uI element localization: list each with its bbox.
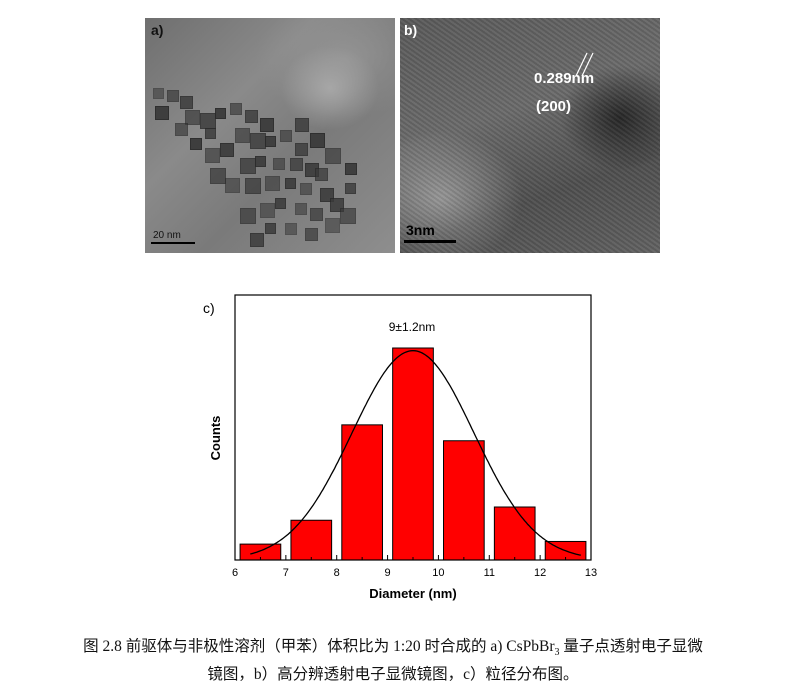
nanocube	[235, 128, 250, 143]
nanocube	[175, 123, 188, 136]
x-tick-label: 6	[232, 567, 238, 579]
tem-image-panel-a: a) 20 nm	[145, 18, 395, 253]
histogram-bar	[443, 440, 485, 561]
nanocube	[290, 158, 303, 171]
nanocube	[285, 223, 297, 235]
nanocube	[325, 148, 341, 164]
nanocube	[255, 156, 266, 167]
scale-bar-a	[151, 242, 195, 244]
nanocube	[220, 143, 234, 157]
nanocube	[295, 203, 307, 215]
gaussian-fit-curve	[250, 350, 581, 556]
nanocube	[260, 118, 274, 132]
x-tick-label: 8	[334, 567, 340, 579]
nanocube	[265, 223, 276, 234]
nanocube	[210, 168, 226, 184]
lattice-spacing-label: 0.289nm	[534, 70, 595, 87]
nanocube	[310, 133, 325, 148]
caption-subscript: 3	[554, 647, 560, 659]
nanocube	[230, 103, 242, 115]
nanocube	[155, 106, 169, 120]
nanocube	[205, 148, 220, 163]
nanocube	[295, 118, 309, 132]
nanocube	[265, 176, 280, 191]
hrtem-image-panel-b: b) 0.289nm (200) 3nm	[400, 18, 660, 253]
nanocube	[205, 128, 216, 139]
figure-caption-line-2: 镜图，b）高分辨透射电子显微镜图，c）粒径分布图。	[207, 666, 579, 683]
histogram-bar	[341, 424, 383, 561]
caption-line-1-suffix: 量子点透射电子显微	[559, 638, 703, 655]
nanocube	[153, 88, 164, 99]
nanocube	[275, 198, 286, 209]
nanocube	[225, 178, 240, 193]
nanocube	[280, 130, 292, 142]
histogram-bar	[493, 506, 536, 561]
nanocube	[285, 178, 296, 189]
nanocube	[180, 96, 193, 109]
x-tick-label: 11	[484, 567, 495, 579]
nanocube	[273, 158, 285, 170]
scale-bar-label-a: 20 nm	[153, 230, 181, 241]
nanocube	[295, 143, 308, 156]
scale-bar-label-b: 3nm	[406, 222, 435, 238]
nanocube	[185, 110, 200, 125]
nanocube	[250, 233, 264, 247]
nanocube	[260, 203, 275, 218]
nanocube	[245, 110, 258, 123]
nanocube	[245, 178, 261, 194]
nanocube	[167, 90, 179, 102]
nanocube	[305, 228, 318, 241]
nanocube	[345, 163, 357, 175]
nanocube	[310, 208, 323, 221]
x-tick-label: 7	[283, 567, 289, 579]
nanocube	[345, 183, 356, 194]
distribution-annotation: 9±1.2nm	[389, 320, 436, 334]
lattice-marker-lines	[575, 52, 594, 77]
x-axis-label: Diameter (nm)	[369, 586, 456, 601]
nanocube	[315, 168, 328, 181]
nanocube	[265, 136, 276, 147]
nanocube	[215, 108, 226, 119]
nanocube	[340, 208, 356, 224]
x-tick-label: 13	[585, 567, 597, 579]
nanocube	[300, 183, 312, 195]
histogram-bar	[392, 347, 434, 561]
scale-bar-b	[404, 240, 456, 243]
crystal-plane-label: (200)	[536, 98, 572, 115]
nanocube	[190, 138, 202, 150]
x-tick-label: 9	[385, 567, 391, 579]
caption-line-1-prefix: 图 2.8 前驱体与非极性溶剂（甲苯）体积比为 1:20 时合成的 a) CsP…	[83, 638, 555, 655]
panel-c-label: c)	[203, 300, 215, 316]
histogram-bar	[290, 519, 333, 561]
figure-caption-line-1: 图 2.8 前驱体与非极性溶剂（甲苯）体积比为 1:20 时合成的 a) CsP…	[0, 634, 786, 658]
x-tick-label: 12	[534, 567, 546, 579]
y-axis-label: Counts	[208, 416, 223, 461]
panel-a-label: a)	[151, 22, 164, 38]
nanocube	[325, 218, 340, 233]
nanocube	[240, 208, 256, 224]
panel-b-label: b)	[404, 22, 418, 38]
x-tick-label: 10	[432, 567, 444, 579]
